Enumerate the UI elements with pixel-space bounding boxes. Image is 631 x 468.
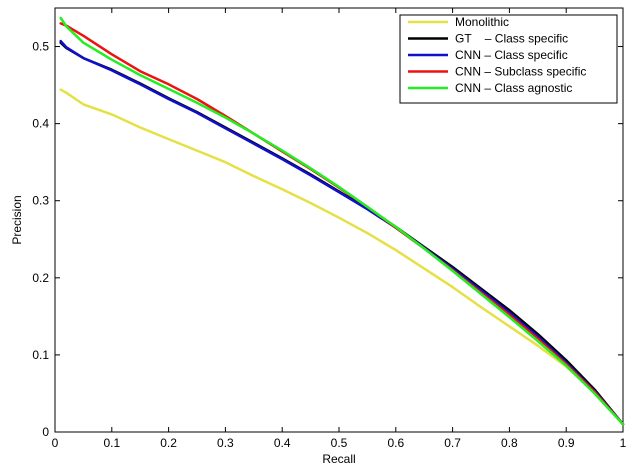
axis-ticks (54, 8, 624, 433)
axis-tick-labels: 0 0.1 0.2 0.3 0.4 0.5 0.6 0.7 0.8 0.9 1 0 0.1 0.2 0.3 0… (32, 40, 626, 450)
x-tick-label: 0.6 (387, 436, 404, 450)
x-tick-label: 0.7 (444, 436, 461, 450)
y-axis-title: Precision (10, 195, 24, 244)
y-tick-label: 0.2 (32, 271, 49, 285)
x-tick-label: 0.3 (217, 436, 234, 450)
legend-label: CNN – Class agnostic (455, 81, 572, 95)
series-lines (59, 16, 625, 426)
series-line (59, 39, 625, 426)
x-tick-label: 0.5 (331, 436, 348, 450)
x-tick-label: 0.1 (103, 436, 120, 450)
x-tick-label: 0.2 (160, 436, 177, 450)
legend-label: CNN – Class specific (455, 48, 568, 62)
legend-label: Monolithic (455, 15, 509, 29)
y-tick-label: 0.1 (32, 348, 49, 362)
x-tick-label: 0.4 (274, 436, 291, 450)
legend-label: GT – Class specific (455, 32, 568, 46)
y-tick-label: 0 (42, 425, 49, 439)
x-tick-label: 0.8 (501, 436, 518, 450)
series-line (59, 88, 625, 426)
y-tick-label: 0.3 (32, 194, 49, 208)
x-axis-title: Recall (322, 452, 355, 466)
x-tick-label: 0 (52, 436, 59, 450)
legend-items: Monolithic GT – Class specific CNN – Class… (408, 15, 586, 95)
x-tick-label: 0.9 (558, 436, 575, 450)
y-tick-label: 0.5 (32, 40, 49, 54)
y-tick-label: 0.4 (32, 117, 49, 131)
x-tick-label: 1 (620, 436, 627, 450)
legend-label: CNN – Subclass specific (455, 65, 586, 79)
series-line (59, 16, 625, 426)
legend: Monolithic GT – Class specific CNN – Class… (399, 14, 618, 104)
